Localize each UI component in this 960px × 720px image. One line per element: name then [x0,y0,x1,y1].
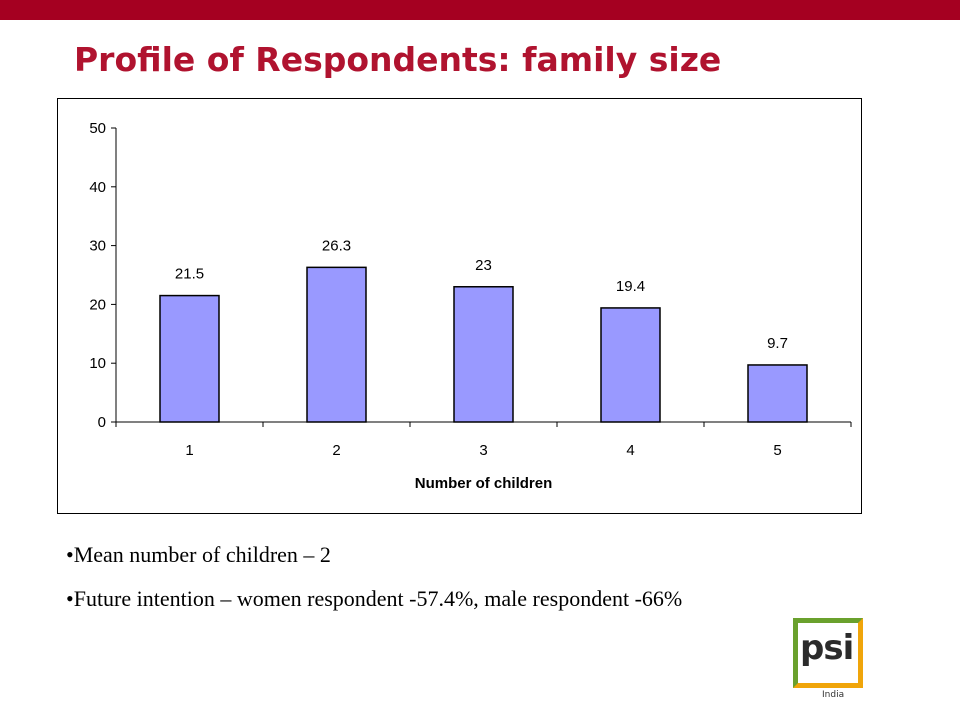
data-label: 9.7 [767,335,788,352]
x-tick-label: 5 [773,442,781,459]
chart-frame: 0 10 20 30 40 50 21.5 1 26.3 2 23 3 19.4 4 9.7 5 Number … [57,98,862,514]
bullet-item: Future intention – women respondent -57.… [66,584,786,614]
x-tick-label: 2 [332,442,340,459]
bullet-item: Mean number of children – 2 [66,540,786,570]
data-label: 23 [475,257,492,274]
top-accent-bar [0,0,960,20]
bar [453,286,514,423]
psi-logo: psi India [790,614,876,706]
bullet-list: Mean number of children – 2 Future inten… [66,540,786,628]
data-label: 21.5 [175,266,204,283]
bar [600,307,661,423]
x-tick-label: 4 [626,442,634,459]
x-tick-label: 1 [185,442,193,459]
bar [159,294,220,423]
y-tick-label: 10 [89,355,106,372]
bar-chart: 0 10 20 30 40 50 21.5 1 26.3 2 23 3 19.4 4 9.7 5 Number … [89,120,852,492]
slide-title: Profile of Respondents: family size [74,40,722,79]
logo-subtext: India [822,690,845,700]
y-tick-label: 40 [89,179,106,196]
y-tick-label: 20 [89,296,106,313]
bar [747,364,808,423]
y-tick-label: 30 [89,238,106,255]
y-tick-label: 0 [98,414,106,431]
bar [306,266,367,423]
x-axis-title: Number of children [415,475,553,492]
data-label: 26.3 [322,237,351,254]
bullet-text: Mean number of children – 2 [73,542,331,567]
bullet-text: Future intention – women respondent -57.… [73,586,683,611]
logo-text: psi [800,628,854,668]
x-tick-label: 3 [479,442,487,459]
logo-frame [793,618,863,688]
y-tick-label: 50 [89,120,106,137]
data-label: 19.4 [616,278,645,295]
